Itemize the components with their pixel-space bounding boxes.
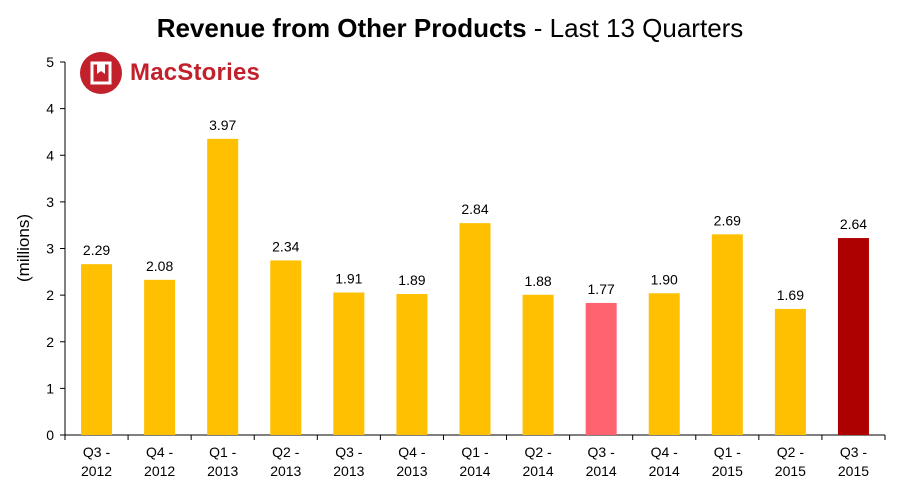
x-tick-label: 2013 <box>207 463 238 479</box>
x-tick-label: 2015 <box>838 463 869 479</box>
bar <box>522 294 554 435</box>
data-label: 1.77 <box>588 281 615 297</box>
bar <box>270 260 302 435</box>
bar <box>459 223 491 435</box>
x-tick-label: 2014 <box>586 463 617 479</box>
bar <box>81 264 113 435</box>
x-tick-label: 2015 <box>712 463 743 479</box>
bar <box>144 279 176 435</box>
x-tick-label: Q4 - <box>146 444 174 460</box>
x-tick-label: Q2 - <box>524 444 552 460</box>
bar <box>837 238 869 435</box>
x-tick-label: 2013 <box>333 463 364 479</box>
bar <box>585 302 617 435</box>
bar <box>711 234 743 435</box>
y-tick-label: 0 <box>46 427 54 443</box>
x-tick-label: Q3 - <box>335 444 363 460</box>
x-tick-label: Q1 - <box>461 444 489 460</box>
x-tick-label: 2013 <box>396 463 427 479</box>
x-tick-label: 2012 <box>144 463 175 479</box>
data-labels: 2.29 2.08 3.97 2.34 1.91 1.89 2.84 1.88 1.77 1.90… <box>83 117 867 303</box>
y-tick-labels: 0 1 2 2 3 3 4 4 5 <box>46 54 54 443</box>
x-tick-label: 2015 <box>775 463 806 479</box>
bar <box>333 292 365 435</box>
x-tick-label: Q2 - <box>272 444 300 460</box>
data-label: 2.69 <box>714 212 741 228</box>
logo-text: MacStories <box>130 59 261 86</box>
x-tick-label: 2014 <box>649 463 680 479</box>
y-tick-label: 2 <box>46 334 54 350</box>
x-tick-label: Q4 - <box>398 444 426 460</box>
y-tick-label: 2 <box>46 287 54 303</box>
y-tick-label: 3 <box>46 241 54 257</box>
x-tick-label: Q1 - <box>714 444 742 460</box>
data-label: 1.69 <box>777 287 804 303</box>
bar <box>774 308 806 435</box>
x-tick-label: 2014 <box>522 463 553 479</box>
bars <box>81 138 869 435</box>
data-label: 2.34 <box>272 238 299 254</box>
x-tick-label: 2014 <box>459 463 490 479</box>
x-tick-labels: Q3 - 2012 Q4 - 2012 Q1 - 2013 Q2 - 2013 Q3 - 2013… <box>81 444 869 479</box>
bar <box>648 293 680 435</box>
data-label: 2.29 <box>83 242 110 258</box>
x-tick-label: Q1 - <box>209 444 237 460</box>
y-tick-label: 5 <box>46 54 54 70</box>
data-label: 1.89 <box>398 272 425 288</box>
data-label: 2.08 <box>146 258 173 274</box>
chart-title-bold: Revenue from Other Products <box>156 13 527 43</box>
data-label: 2.64 <box>840 216 867 232</box>
x-tick-label: Q3 - <box>840 444 868 460</box>
x-tick-label: 2012 <box>81 463 112 479</box>
x-tick-label: 2013 <box>270 463 301 479</box>
data-label: 1.88 <box>524 273 551 289</box>
y-tick-label: 4 <box>46 147 54 163</box>
bar <box>396 294 428 435</box>
bookmark-icon <box>80 52 122 94</box>
chart-title: Revenue from Other Products - Last 13 Qu… <box>0 10 900 46</box>
data-label: 3.97 <box>209 117 236 133</box>
bar <box>207 138 239 435</box>
data-label: 2.84 <box>461 201 488 217</box>
data-label: 1.90 <box>651 271 678 287</box>
macstories-logo: MacStories <box>80 52 260 94</box>
x-tick-label: Q2 - <box>777 444 805 460</box>
y-tick-label: 3 <box>46 194 54 210</box>
y-tick-label: 4 <box>46 101 54 117</box>
chart-title-rest: - Last 13 Quarters <box>526 13 744 43</box>
data-label: 1.91 <box>335 271 362 287</box>
x-tick-label: Q3 - <box>588 444 616 460</box>
x-tick-label: Q3 - <box>83 444 111 460</box>
y-tick-label: 1 <box>46 380 54 396</box>
x-tick-label: Q4 - <box>651 444 679 460</box>
